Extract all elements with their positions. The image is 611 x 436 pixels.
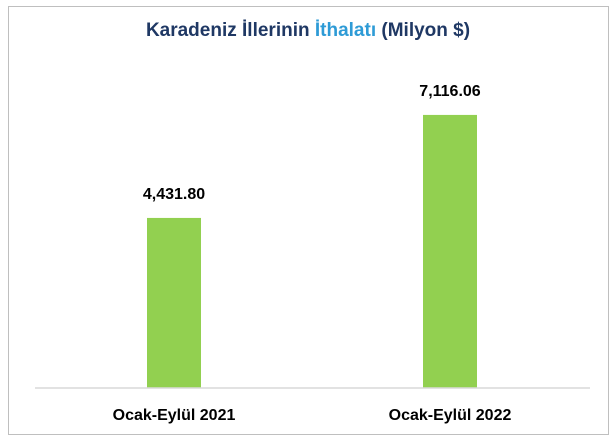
value-label: 4,431.80 <box>143 186 205 203</box>
value-label: 7,116.06 <box>419 83 481 100</box>
title-part: İthalatı <box>315 20 376 41</box>
bar <box>147 217 201 388</box>
title-part: (Milyon $) <box>381 20 470 41</box>
x-tick-label: Ocak-Eylül 2022 <box>389 407 512 424</box>
chart-frame <box>8 6 609 435</box>
title-part: Karadeniz İllerinin <box>146 20 310 41</box>
bar <box>423 114 477 388</box>
x-tick-label: Ocak-Eylül 2021 <box>113 407 236 424</box>
chart-title: Karadeniz İllerinin İthalatı (Milyon $) <box>146 20 470 41</box>
